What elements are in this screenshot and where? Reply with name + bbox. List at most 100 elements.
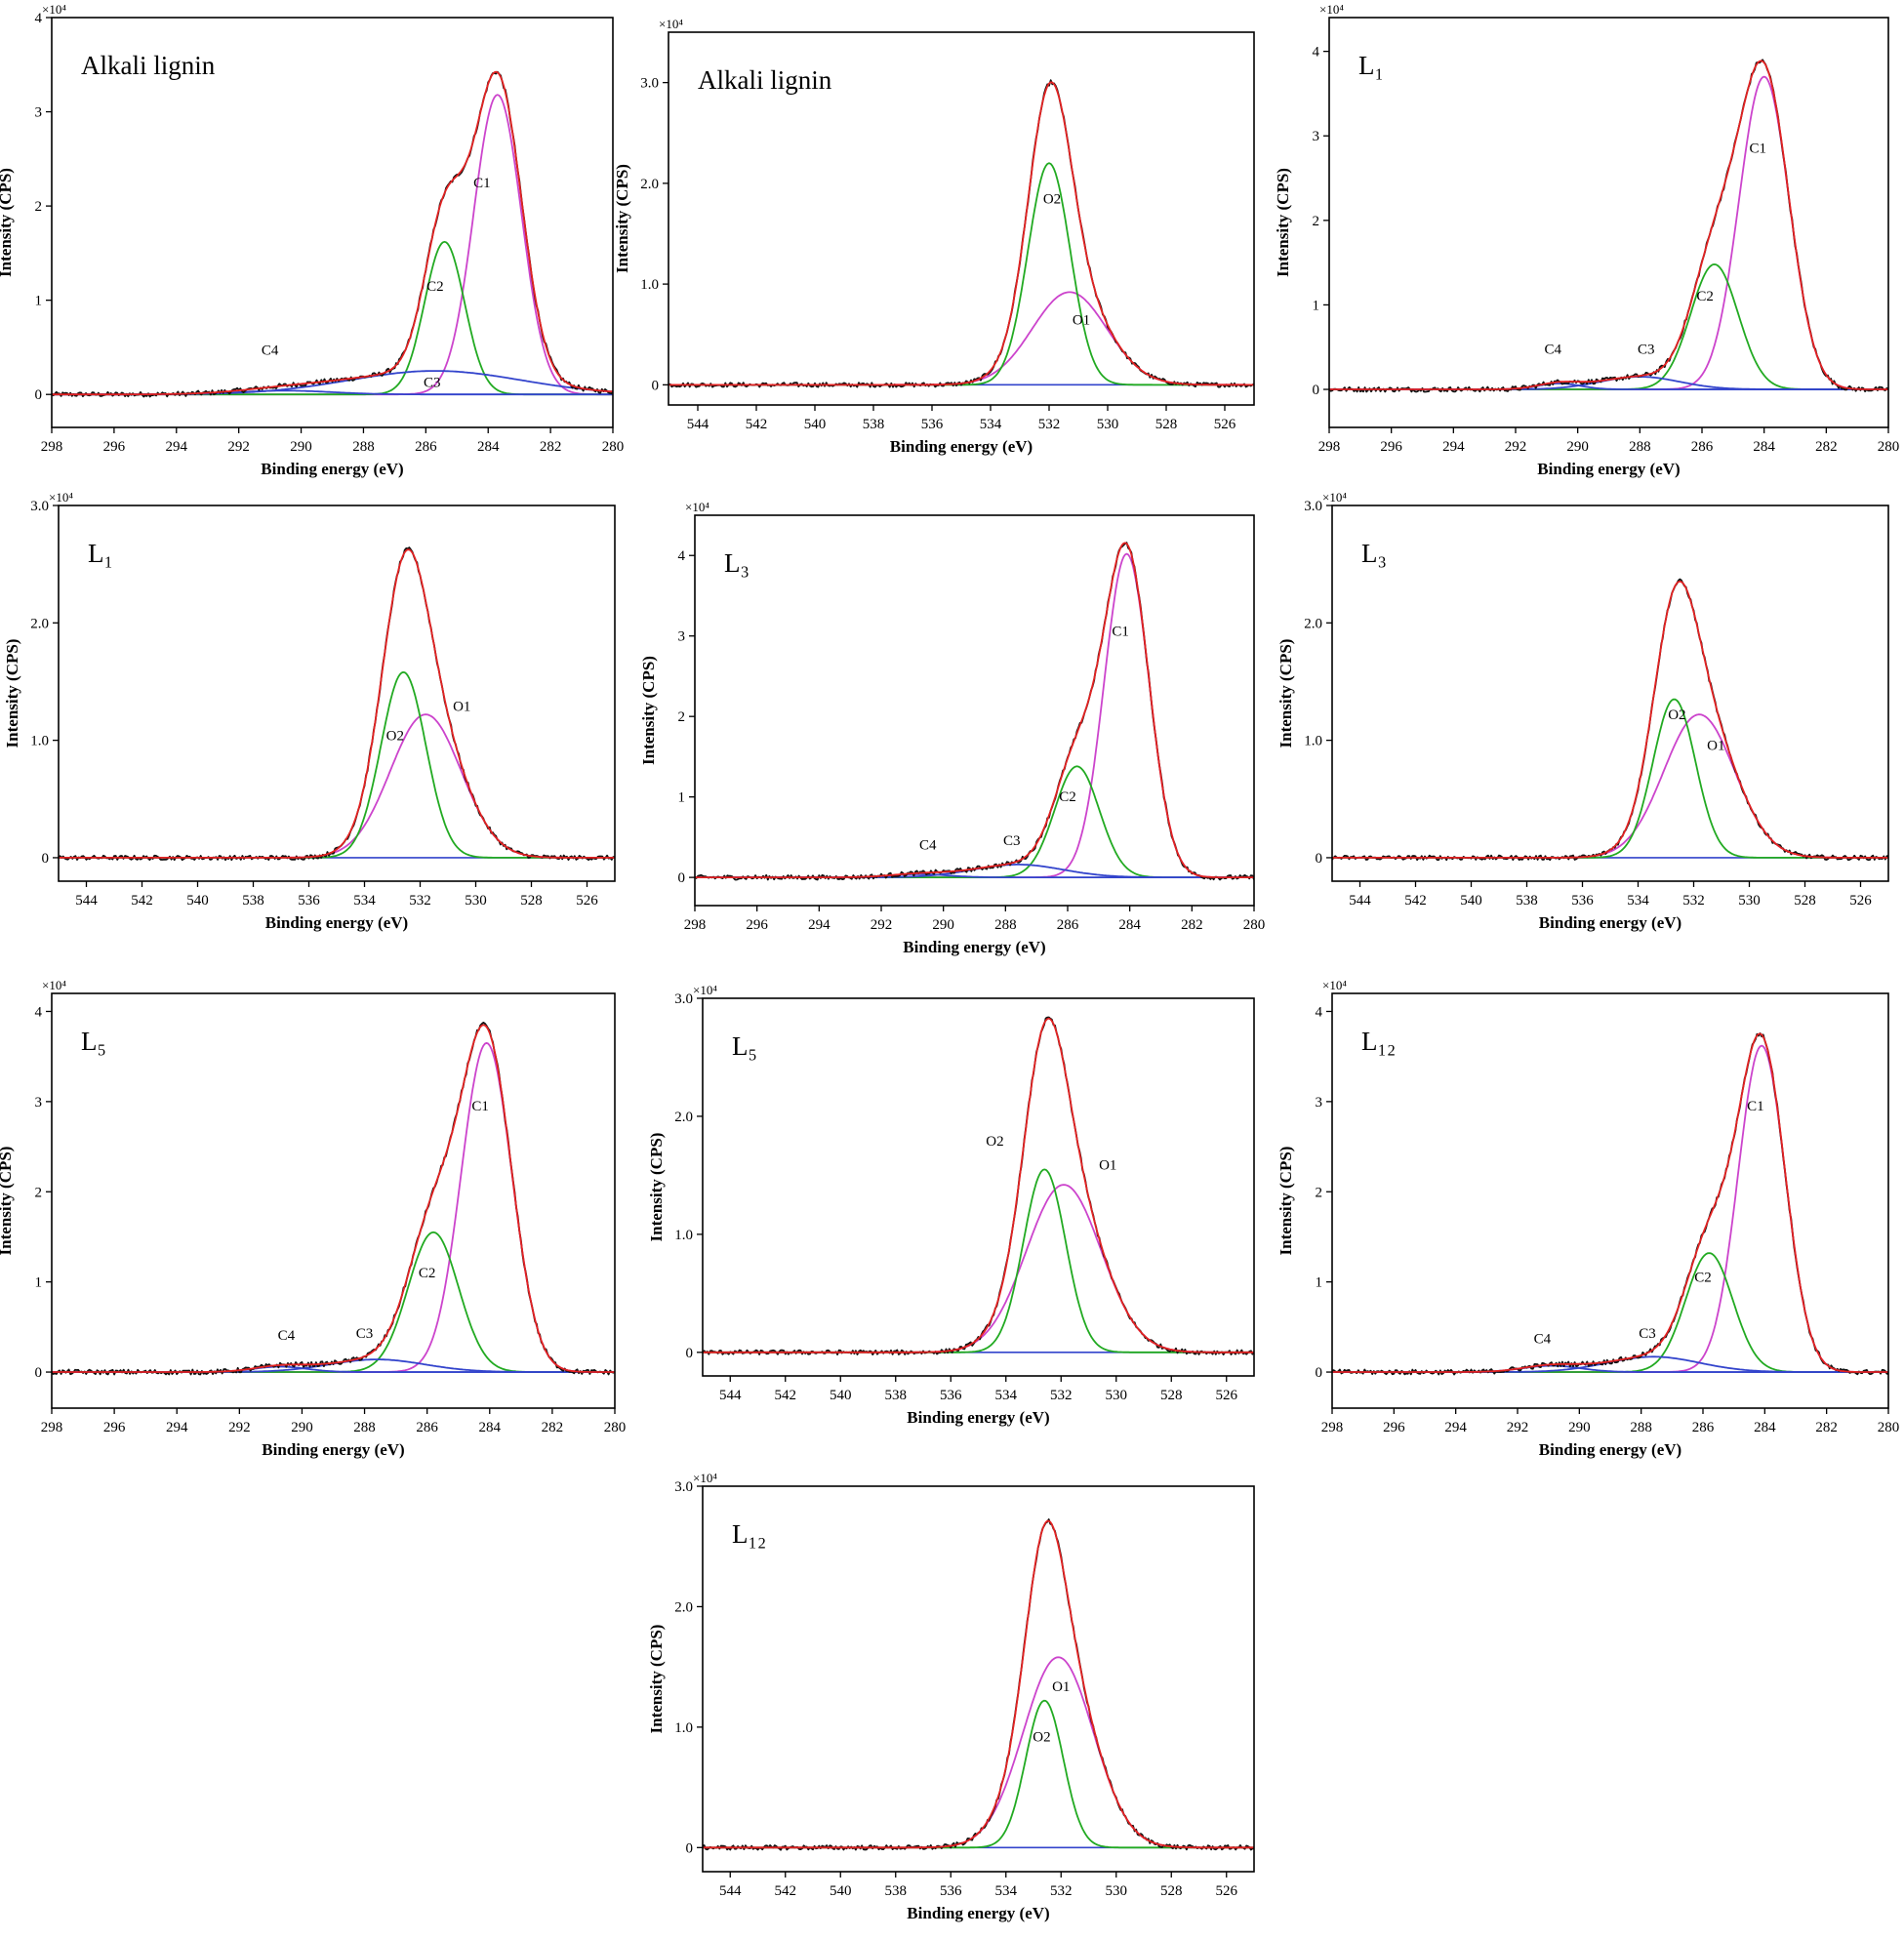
x-tick-label: 282 bbox=[1815, 1420, 1838, 1435]
plot-frame bbox=[51, 17, 614, 428]
x-tick-label: 288 bbox=[1629, 439, 1651, 455]
panel-title: L₃ bbox=[1361, 539, 1387, 568]
peak-o2-curve bbox=[703, 1699, 1254, 1849]
peak-annotation-c2: C2 bbox=[1694, 1271, 1712, 1286]
envelope-fit-curve bbox=[59, 548, 615, 859]
y-tick-label: 0 bbox=[1316, 1365, 1323, 1381]
x-tick-label: 290 bbox=[932, 917, 954, 933]
panel-title: L₅ bbox=[81, 1027, 106, 1056]
plot-frame bbox=[702, 997, 1255, 1377]
x-tick-label: 298 bbox=[1321, 1420, 1344, 1435]
x-tick-label: 294 bbox=[166, 439, 188, 455]
x-tick-label: 528 bbox=[520, 893, 543, 909]
peak-o2-curve bbox=[59, 671, 615, 859]
peak-c1-curve bbox=[1332, 1044, 1888, 1373]
y-axis-title: Intensity (CPS) bbox=[647, 1133, 666, 1242]
x-tick-label: 534 bbox=[1627, 893, 1649, 909]
chart-panel-10: 544 542 540 538 536 534 532 530 528 526 0 1.0 2.0 3.0… bbox=[647, 1471, 1255, 1922]
peak-o2-curve bbox=[1332, 698, 1888, 859]
x-tick-label: 532 bbox=[409, 893, 431, 909]
x-tick-label: 540 bbox=[1460, 893, 1482, 909]
x-tick-label: 528 bbox=[1160, 1388, 1183, 1403]
y-multiplier-label: ×10⁴ bbox=[1319, 2, 1344, 17]
y-tick-label: 1 bbox=[35, 1275, 43, 1291]
peak-o1-curve bbox=[1332, 713, 1888, 859]
peak-annotation-o2: O2 bbox=[1043, 192, 1061, 208]
x-tick-label: 286 bbox=[416, 1420, 438, 1435]
x-tick-label: 298 bbox=[41, 439, 63, 455]
x-tick-label: 292 bbox=[1505, 439, 1527, 455]
peak-annotation-o1: O1 bbox=[1073, 312, 1090, 328]
x-tick-label: 536 bbox=[1571, 893, 1594, 909]
envelope-fit-curve bbox=[52, 70, 613, 396]
x-tick-label: 542 bbox=[775, 1388, 797, 1403]
y-tick-label: 1.0 bbox=[674, 1228, 693, 1243]
peak-annotation-o1: O1 bbox=[1707, 738, 1724, 753]
x-tick-label: 538 bbox=[885, 1883, 908, 1899]
chart-panel-9: 298 296 294 292 290 288 286 284 282 280 0 1 2 3 4 ×10⁴ B… bbox=[1276, 978, 1899, 1459]
y-tick-label: 0 bbox=[42, 851, 50, 867]
peak-annotation-c2: C2 bbox=[426, 279, 444, 295]
x-tick-label: 296 bbox=[1380, 439, 1402, 455]
y-tick-label: 3 bbox=[1313, 129, 1320, 144]
x-tick-label: 530 bbox=[1106, 1388, 1128, 1403]
y-tick-label: 3 bbox=[35, 1095, 43, 1111]
x-tick-label: 286 bbox=[1692, 1420, 1715, 1435]
y-tick-label: 4 bbox=[35, 11, 43, 26]
envelope-fit-curve bbox=[1332, 1032, 1888, 1373]
panel-title: L₅ bbox=[732, 1031, 757, 1061]
x-tick-label: 538 bbox=[863, 417, 885, 432]
peak-annotation-c3: C3 bbox=[1639, 1326, 1656, 1342]
x-tick-label: 542 bbox=[746, 417, 768, 432]
y-axis-title: Intensity (CPS) bbox=[0, 168, 15, 277]
envelope-fit-curve bbox=[1332, 580, 1888, 859]
chart-panel-3: 298 296 294 292 290 288 286 284 282 280 0 1 2 3 4 ×10⁴ B… bbox=[1274, 2, 1899, 478]
chart-panel-7: 298 296 294 292 290 288 286 284 282 280 0 1 2 3 4 ×10⁴ B… bbox=[0, 978, 626, 1459]
y-axis-title: Intensity (CPS) bbox=[0, 1147, 15, 1256]
x-tick-label: 284 bbox=[1754, 1420, 1776, 1435]
y-tick-label: 1 bbox=[1316, 1275, 1323, 1291]
x-axis-title: Binding energy (eV) bbox=[265, 913, 408, 932]
peak-annotation-c2: C2 bbox=[1696, 289, 1714, 304]
x-tick-label: 298 bbox=[41, 1420, 63, 1435]
peak-annotation-o2: O2 bbox=[1668, 707, 1685, 723]
x-tick-label: 538 bbox=[242, 893, 264, 909]
x-tick-label: 296 bbox=[746, 917, 768, 933]
x-tick-label: 286 bbox=[1057, 917, 1079, 933]
peak-annotation-c3: C3 bbox=[356, 1326, 374, 1342]
x-tick-label: 284 bbox=[1753, 439, 1775, 455]
x-tick-label: 540 bbox=[804, 417, 827, 432]
plot-frame bbox=[51, 992, 616, 1409]
x-tick-label: 294 bbox=[1442, 439, 1465, 455]
x-tick-label: 542 bbox=[131, 893, 153, 909]
y-tick-label: 2.0 bbox=[640, 177, 659, 192]
x-tick-label: 292 bbox=[228, 1420, 251, 1435]
raw-data-curve bbox=[52, 1022, 615, 1376]
peak-o1-curve bbox=[703, 1656, 1254, 1849]
x-tick-label: 544 bbox=[75, 893, 98, 909]
x-tick-label: 530 bbox=[1106, 1883, 1128, 1899]
raw-data-curve bbox=[668, 79, 1254, 388]
peak-annotation-c4: C4 bbox=[919, 837, 937, 853]
peak-c2-curve bbox=[695, 765, 1254, 878]
x-tick-label: 284 bbox=[1118, 917, 1141, 933]
x-tick-label: 288 bbox=[1630, 1420, 1652, 1435]
x-tick-label: 540 bbox=[830, 1388, 852, 1403]
x-tick-label: 298 bbox=[684, 917, 707, 933]
x-tick-label: 532 bbox=[1050, 1388, 1073, 1403]
peak-annotation-c3: C3 bbox=[1638, 343, 1655, 358]
plot-frame bbox=[1328, 17, 1889, 428]
x-tick-label: 284 bbox=[479, 1420, 502, 1435]
x-tick-label: 296 bbox=[103, 439, 126, 455]
envelope-fit-curve bbox=[703, 1519, 1254, 1849]
y-tick-label: 1 bbox=[1313, 298, 1320, 313]
y-tick-label: 1.0 bbox=[640, 277, 659, 293]
x-tick-label: 294 bbox=[1444, 1420, 1467, 1435]
plot-frame bbox=[694, 514, 1255, 907]
raw-data-curve bbox=[1332, 578, 1888, 862]
x-tick-label: 288 bbox=[352, 439, 375, 455]
raw-data-curve bbox=[52, 70, 613, 398]
x-tick-label: 280 bbox=[604, 1420, 627, 1435]
x-axis-title: Binding energy (eV) bbox=[1537, 460, 1680, 478]
envelope-fit-curve bbox=[52, 1024, 615, 1373]
